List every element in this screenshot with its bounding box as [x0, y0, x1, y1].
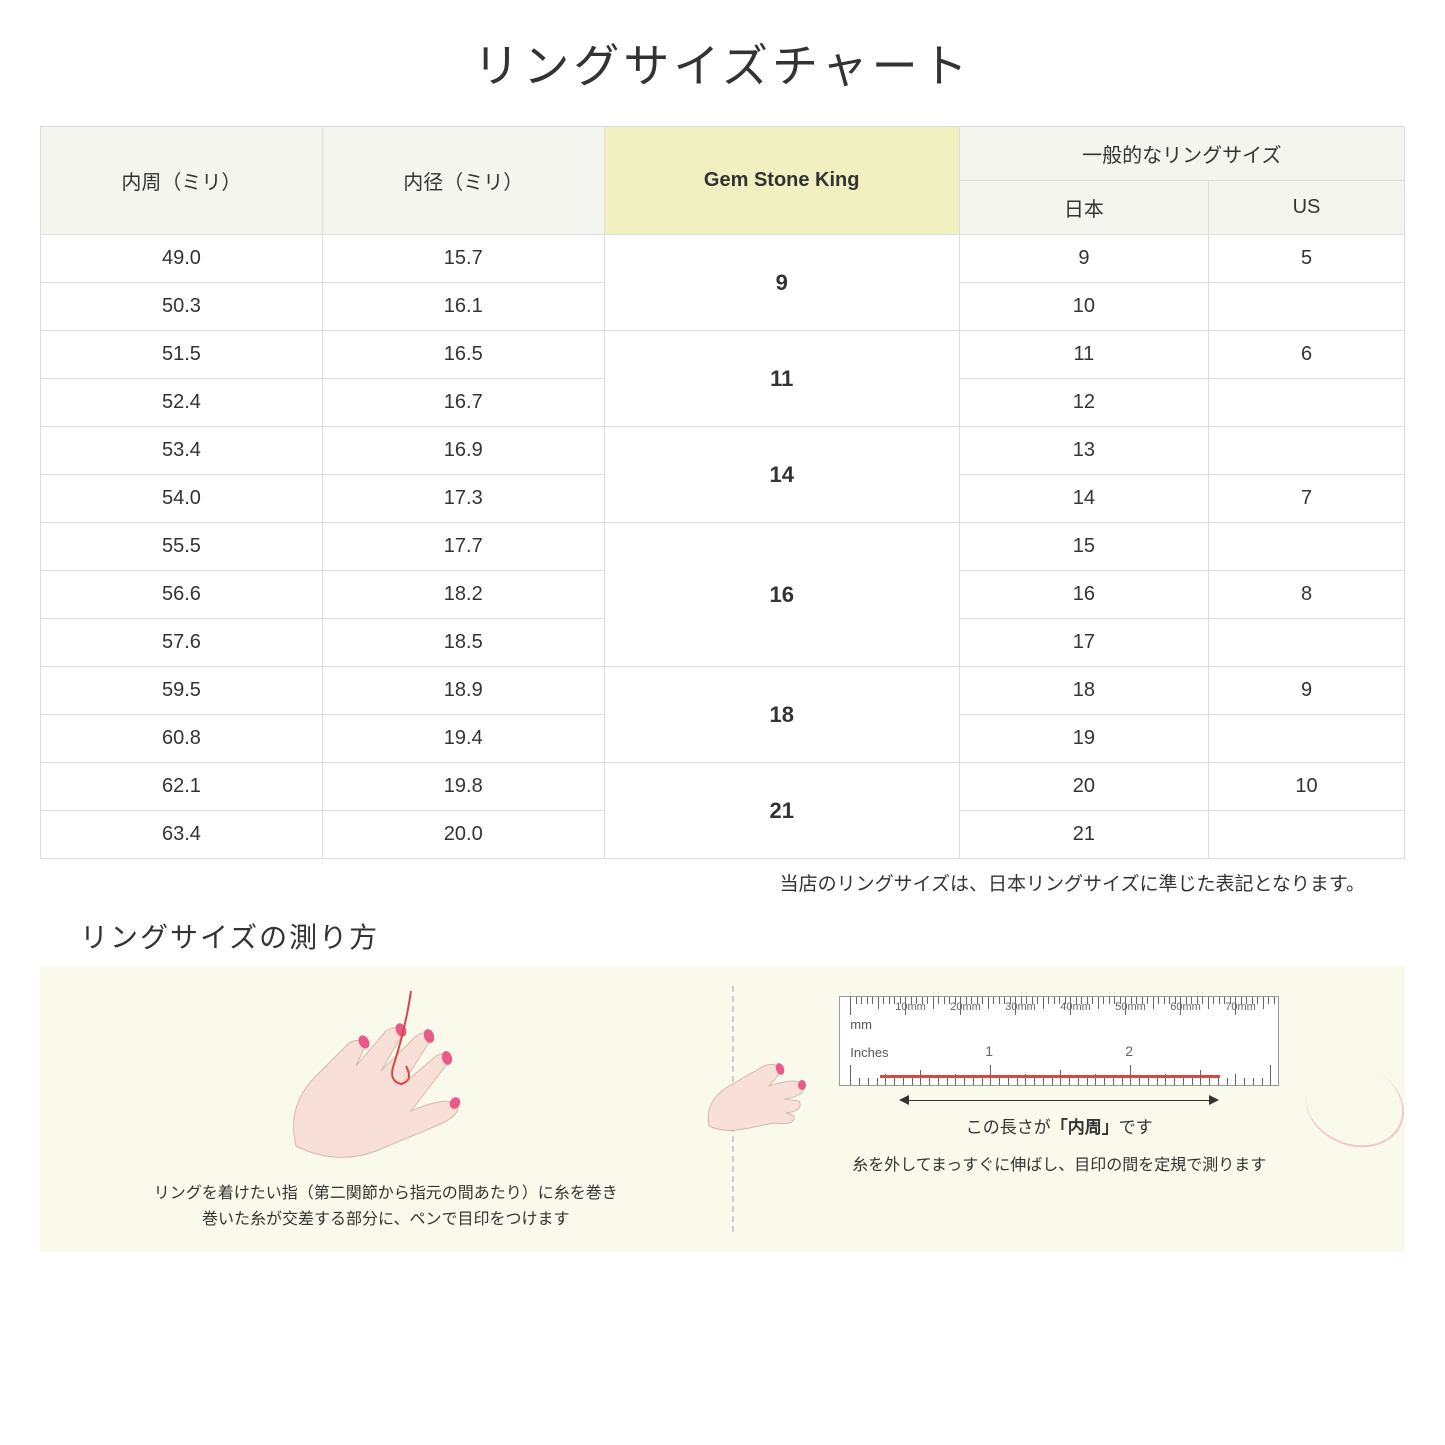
measure-arrow	[889, 1091, 1229, 1111]
cell-japan: 14	[959, 475, 1208, 523]
cell-diameter: 17.7	[322, 523, 604, 571]
cell-circumference: 52.4	[41, 379, 323, 427]
cell-diameter: 20.0	[322, 811, 604, 859]
cell-circumference: 49.0	[41, 235, 323, 283]
cell-circumference: 57.6	[41, 619, 323, 667]
cell-japan: 12	[959, 379, 1208, 427]
col-diameter: 内径（ミリ）	[322, 127, 604, 235]
cell-us	[1209, 715, 1405, 763]
cell-circumference: 50.3	[41, 283, 323, 331]
cell-japan: 9	[959, 235, 1208, 283]
cell-diameter: 16.9	[322, 427, 604, 475]
cell-us	[1209, 619, 1405, 667]
size-chart-table: 内周（ミリ） 内径（ミリ） Gem Stone King 一般的なリングサイズ …	[40, 126, 1405, 859]
hand-wrap-icon	[256, 986, 516, 1166]
cell-diameter: 15.7	[322, 235, 604, 283]
cell-us	[1209, 379, 1405, 427]
cell-circumference: 56.6	[41, 571, 323, 619]
measure-section: リングを着けたい指（第二関節から指元の間あたり）に糸を巻き巻いた糸が交差する部分…	[40, 966, 1405, 1252]
cell-circumference: 51.5	[41, 331, 323, 379]
cell-diameter: 16.5	[322, 331, 604, 379]
footnote: 当店のリングサイズは、日本リングサイズに準じた表記となります。	[40, 869, 1365, 896]
cell-us: 8	[1209, 571, 1405, 619]
cell-us: 9	[1209, 667, 1405, 715]
measure-panel-left: リングを着けたい指（第二関節から指元の間あたり）に糸を巻き巻いた糸が交差する部分…	[60, 986, 712, 1232]
cell-japan: 17	[959, 619, 1208, 667]
cell-japan: 15	[959, 523, 1208, 571]
cell-us	[1209, 811, 1405, 859]
cell-japan: 19	[959, 715, 1208, 763]
cell-japan: 10	[959, 283, 1208, 331]
cell-diameter: 18.5	[322, 619, 604, 667]
cell-diameter: 18.2	[322, 571, 604, 619]
cell-diameter: 16.7	[322, 379, 604, 427]
cell-us: 10	[1209, 763, 1405, 811]
ruler-in-unit: Inches	[850, 1045, 888, 1060]
col-gsk: Gem Stone King	[604, 127, 959, 235]
table-row: 49.015.7995	[41, 235, 1405, 283]
cell-japan: 20	[959, 763, 1208, 811]
table-row: 53.416.91413	[41, 427, 1405, 475]
cell-diameter: 19.4	[322, 715, 604, 763]
hand-hold-icon	[704, 1041, 824, 1131]
measure-right-text: 糸を外してまっすぐに伸ばし、目印の間を定規で測ります	[734, 1153, 1386, 1179]
cell-us	[1209, 523, 1405, 571]
measure-left-text: リングを着けたい指（第二関節から指元の間あたり）に糸を巻き巻いた糸が交差する部分…	[60, 1181, 712, 1232]
cell-gsk: 18	[604, 667, 959, 763]
cell-diameter: 18.9	[322, 667, 604, 715]
cell-us: 5	[1209, 235, 1405, 283]
cell-gsk: 11	[604, 331, 959, 427]
col-us: US	[1209, 181, 1405, 235]
cell-circumference: 63.4	[41, 811, 323, 859]
cell-gsk: 21	[604, 763, 959, 859]
cell-circumference: 54.0	[41, 475, 323, 523]
thread-curl	[1294, 1051, 1415, 1160]
cell-us: 7	[1209, 475, 1405, 523]
cell-japan: 18	[959, 667, 1208, 715]
cell-us: 6	[1209, 331, 1405, 379]
measure-panel-right: 10mm20mm30mm40mm50mm60mm70mm mm Inches 1…	[732, 986, 1386, 1232]
cell-japan: 21	[959, 811, 1208, 859]
cell-diameter: 17.3	[322, 475, 604, 523]
cell-circumference: 60.8	[41, 715, 323, 763]
cell-us	[1209, 427, 1405, 475]
cell-circumference: 55.5	[41, 523, 323, 571]
cell-japan: 11	[959, 331, 1208, 379]
cell-circumference: 59.5	[41, 667, 323, 715]
cell-gsk: 16	[604, 523, 959, 667]
cell-gsk: 9	[604, 235, 959, 331]
ruler-mm-unit: mm	[850, 1017, 872, 1032]
table-row: 51.516.511116	[41, 331, 1405, 379]
table-row: 62.119.8212010	[41, 763, 1405, 811]
cell-diameter: 16.1	[322, 283, 604, 331]
measure-title: リングサイズの測り方	[80, 916, 1405, 956]
cell-circumference: 53.4	[41, 427, 323, 475]
thread-line	[880, 1075, 1220, 1078]
page-title: リングサイズチャート	[40, 30, 1405, 96]
arrow-label: この長さが「内周」です	[734, 1113, 1386, 1138]
col-general: 一般的なリングサイズ	[959, 127, 1404, 181]
cell-japan: 13	[959, 427, 1208, 475]
cell-japan: 16	[959, 571, 1208, 619]
cell-us	[1209, 283, 1405, 331]
cell-gsk: 14	[604, 427, 959, 523]
ruler-icon: 10mm20mm30mm40mm50mm60mm70mm mm Inches 1…	[839, 996, 1279, 1086]
cell-circumference: 62.1	[41, 763, 323, 811]
table-row: 59.518.918189	[41, 667, 1405, 715]
col-japan: 日本	[959, 181, 1208, 235]
col-circumference: 内周（ミリ）	[41, 127, 323, 235]
cell-diameter: 19.8	[322, 763, 604, 811]
table-row: 55.517.71615	[41, 523, 1405, 571]
